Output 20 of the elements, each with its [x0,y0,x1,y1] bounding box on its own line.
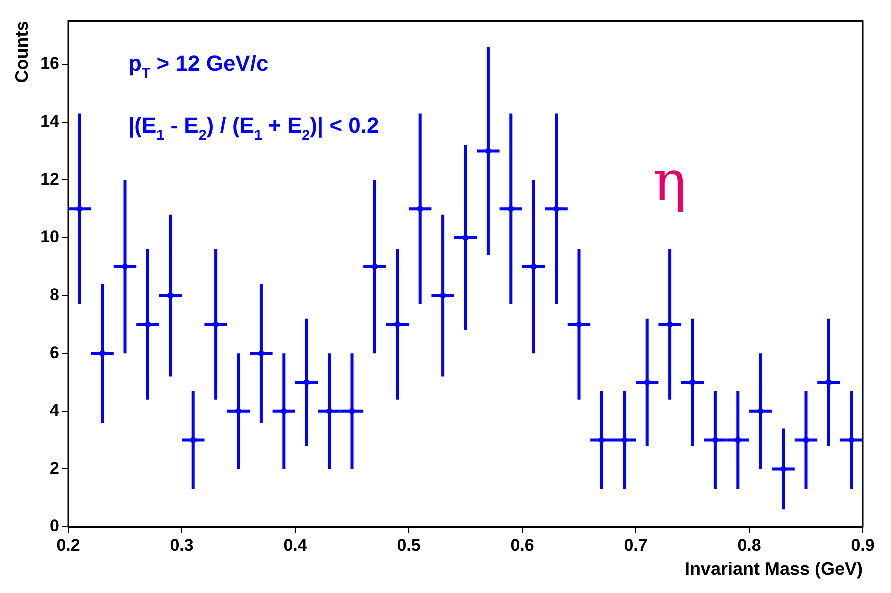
y-tick-label: 4 [50,401,60,420]
y-tick-label: 14 [40,112,60,132]
y-tick-label: 16 [40,54,60,74]
x-axis-title: Invariant Mass (GeV) [684,559,863,580]
x-tick-label: 0.6 [510,536,534,555]
x-tick-label: 0.8 [738,536,762,555]
y-tick-label: 6 [50,343,60,362]
x-tick-label: 0.3 [170,536,194,555]
x-tick-label: 0.2 [56,536,80,555]
x-tick-label: 0.5 [397,536,421,555]
y-tick-label: 12 [40,170,60,189]
x-tick-label: 0.4 [284,536,308,555]
y-tick-label: 8 [50,285,60,304]
y-tick-label: 10 [40,228,60,247]
y-tick-label: 0 [50,516,60,536]
annotation: η [653,149,687,214]
x-tick-label: 0.7 [624,536,648,555]
y-tick-label: 2 [50,458,60,478]
y-axis-title: Counts [12,21,32,84]
x-tick-label: 0.9 [851,536,875,555]
